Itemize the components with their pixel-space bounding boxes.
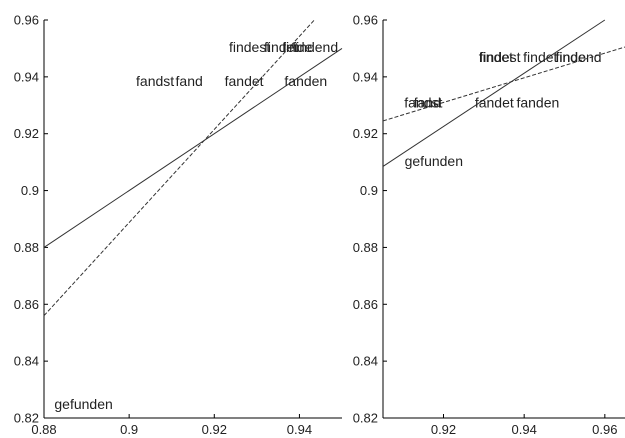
x-tick-label: 0.88 [31, 422, 56, 437]
y-tick-label: 0.84 [14, 354, 39, 369]
y-tick-label: 0.82 [14, 411, 39, 426]
point-label: findest [479, 49, 520, 65]
x-tick-label: 0.92 [431, 422, 456, 437]
right-panel: 0.82 0.84 0.86 0.88 0.9 0.92 0.94 0.96 0.92 0.94 0… [353, 13, 625, 437]
dashed-fit-line [382, 46, 625, 122]
x-tick-label: 0.96 [592, 422, 617, 437]
solid-fit-line [382, 19, 606, 167]
y-tick-label: 0.86 [14, 297, 39, 312]
y-tick-label: 0.9 [360, 183, 378, 198]
point-label: fand [414, 95, 441, 111]
left-panel: 0.82 0.84 0.86 0.88 0.9 0.92 0.94 0.96 0.88 0.9 0.… [14, 13, 343, 437]
y-tick-label: 0.96 [14, 13, 39, 28]
point-label: fand [176, 73, 203, 89]
point-label: findend [556, 49, 602, 65]
point-label: fandst [136, 73, 174, 89]
point-label: finde [282, 39, 313, 55]
y-tick-label: 0.94 [353, 69, 378, 84]
y-tick-label: 0.92 [353, 126, 378, 141]
point-label: fandet [475, 95, 514, 111]
point-label: findend [292, 39, 338, 55]
point-label: findet [523, 49, 557, 65]
y-tick-label: 0.86 [353, 297, 378, 312]
solid-fit-line [43, 48, 343, 248]
y-tick-label: 0.96 [353, 13, 378, 28]
y-tick-label: 0.82 [353, 411, 378, 426]
y-tick-label: 0.9 [21, 183, 39, 198]
y-tick-label: 0.88 [14, 240, 39, 255]
x-tick-label: 0.9 [120, 422, 138, 437]
x-tick-label: 0.92 [202, 422, 227, 437]
y-tick-label: 0.94 [14, 69, 39, 84]
dashed-fit-line [43, 19, 315, 316]
x-tick-label: 0.94 [512, 422, 537, 437]
y-tick-label: 0.84 [353, 354, 378, 369]
point-label: fandet [225, 73, 264, 89]
y-tick-label: 0.92 [14, 126, 39, 141]
point-label: gefunden [405, 153, 463, 169]
point-label: findet [264, 39, 298, 55]
x-tick-label: 0.94 [287, 422, 312, 437]
y-tick-label: 0.88 [353, 240, 378, 255]
point-label: fandst [404, 95, 442, 111]
point-label: finde [555, 49, 586, 65]
point-label: fanden [284, 73, 327, 89]
point-label: findet [479, 49, 513, 65]
point-label: findest [229, 39, 270, 55]
point-label: fanden [516, 95, 559, 111]
point-label: gefunden [54, 396, 112, 412]
